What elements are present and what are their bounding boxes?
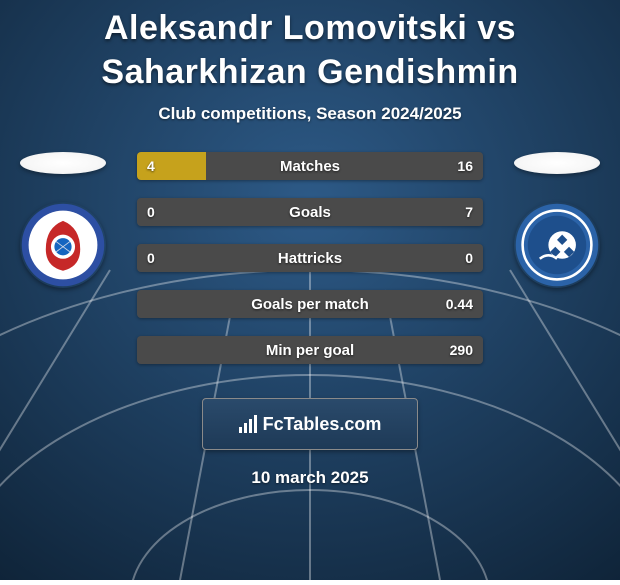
subtitle: Club competitions, Season 2024/2025 (158, 104, 461, 124)
stat-bar-right (137, 336, 483, 364)
stat-value-right: 290 (440, 336, 483, 364)
left-club-crest (20, 202, 106, 288)
stat-bar-right (137, 290, 483, 318)
stat-bar-right (206, 152, 483, 180)
chart-icon (239, 415, 257, 433)
stat-value-right: 0 (455, 244, 483, 272)
stat-row: Min per goal290 (137, 336, 483, 364)
stat-bar-right (137, 198, 483, 226)
left-player-column (8, 152, 118, 288)
right-player-column (502, 152, 612, 288)
stat-row: Goals07 (137, 198, 483, 226)
stat-bars: Matches416Goals07Hattricks00Goals per ma… (137, 152, 483, 364)
page-title: Aleksandr Lomovitski vs Saharkhizan Gend… (0, 6, 620, 94)
fctables-logo[interactable]: FcTables.com (202, 398, 418, 450)
stat-value-left: 4 (137, 152, 165, 180)
left-player-photo (20, 152, 106, 174)
stat-bar-right (137, 244, 483, 272)
stat-value-right: 16 (447, 152, 483, 180)
logo-text: FcTables.com (263, 414, 382, 435)
stat-value-left: 0 (137, 198, 165, 226)
stat-value-left (137, 336, 157, 364)
date-label: 10 march 2025 (251, 468, 368, 488)
stat-row: Matches416 (137, 152, 483, 180)
right-club-crest (514, 202, 600, 288)
stat-value-left (137, 290, 157, 318)
right-player-photo (514, 152, 600, 174)
stat-row: Hattricks00 (137, 244, 483, 272)
stat-row: Goals per match0.44 (137, 290, 483, 318)
comparison-arena: Matches416Goals07Hattricks00Goals per ma… (0, 152, 620, 382)
stat-value-left: 0 (137, 244, 165, 272)
stat-value-right: 7 (455, 198, 483, 226)
stat-value-right: 0.44 (436, 290, 483, 318)
